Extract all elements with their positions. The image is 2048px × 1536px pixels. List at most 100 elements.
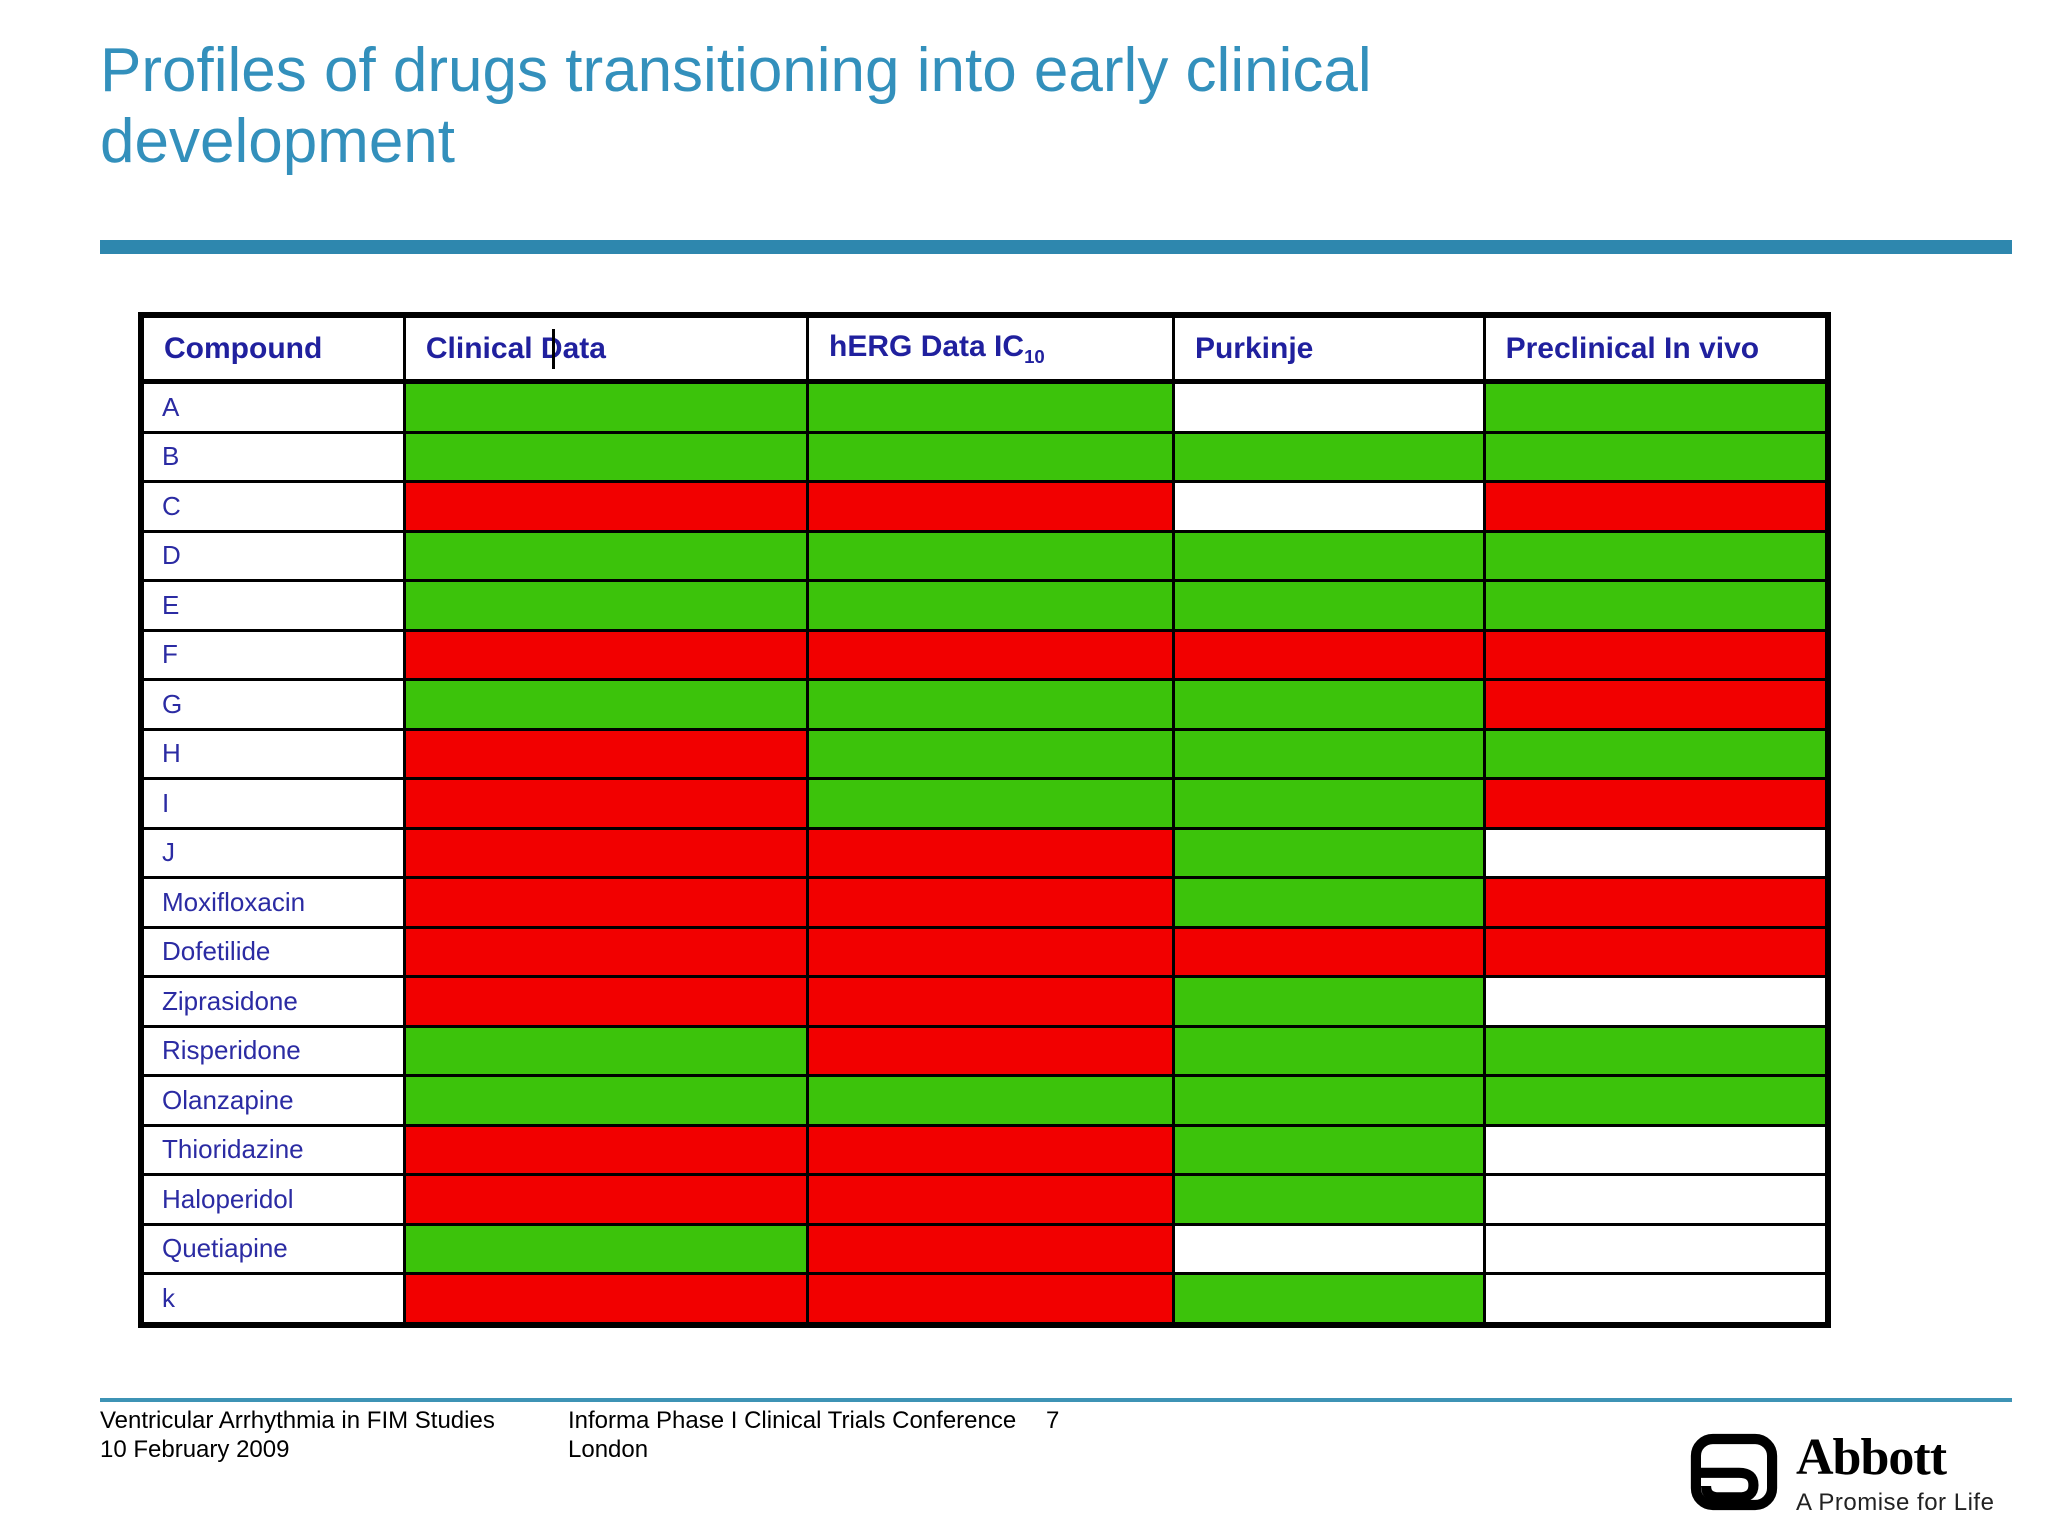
status-cell-herg bbox=[806, 777, 1175, 830]
status-cell-clinical-data bbox=[402, 579, 810, 632]
status-cell-purkinje bbox=[1171, 1074, 1486, 1127]
status-cell-herg bbox=[806, 1222, 1175, 1275]
status-cell-preclinical bbox=[1482, 380, 1830, 434]
status-cell-preclinical bbox=[1482, 777, 1830, 830]
status-cell-purkinje bbox=[1171, 727, 1486, 780]
compound-label: H bbox=[139, 727, 406, 780]
page-title-line1: Profiles of drugs transitioning into ear… bbox=[100, 36, 1372, 105]
compound-label: C bbox=[139, 480, 406, 533]
status-cell-clinical-data bbox=[402, 975, 810, 1028]
status-cell-herg bbox=[806, 678, 1175, 731]
table-row: I bbox=[139, 777, 1830, 830]
status-cell-purkinje bbox=[1171, 628, 1486, 681]
status-cell-preclinical bbox=[1482, 975, 1830, 1028]
table-row: Moxifloxacin bbox=[139, 876, 1830, 929]
status-cell-preclinical bbox=[1482, 678, 1830, 731]
table-row: Dofetilide bbox=[139, 925, 1830, 978]
page-number: 7 bbox=[1046, 1407, 1060, 1434]
table-row: k bbox=[139, 1272, 1830, 1326]
status-cell-purkinje bbox=[1171, 975, 1486, 1028]
status-cell-herg bbox=[806, 826, 1175, 879]
table-row: Thioridazine bbox=[139, 1123, 1830, 1176]
column-header-clinical-data: Clinical Data bbox=[402, 313, 810, 384]
compound-label: Risperidone bbox=[139, 1024, 406, 1077]
status-cell-purkinje bbox=[1171, 529, 1486, 582]
table-row: Haloperidol bbox=[139, 1173, 1830, 1226]
text-cursor bbox=[551, 329, 555, 369]
status-cell-herg bbox=[806, 876, 1175, 929]
status-cell-preclinical bbox=[1482, 826, 1830, 879]
compound-label: k bbox=[139, 1272, 406, 1326]
column-header-purkinje: Purkinje bbox=[1171, 313, 1486, 384]
column-header-preclinical: Preclinical In vivo bbox=[1482, 313, 1830, 384]
status-cell-herg bbox=[806, 480, 1175, 533]
status-cell-purkinje bbox=[1171, 579, 1486, 632]
status-cell-clinical-data bbox=[402, 529, 810, 582]
status-cell-preclinical bbox=[1482, 876, 1830, 929]
compound-label: Moxifloxacin bbox=[139, 876, 406, 929]
table-row: F bbox=[139, 628, 1830, 681]
status-cell-herg bbox=[806, 1024, 1175, 1077]
status-cell-clinical-data bbox=[402, 1024, 810, 1077]
compound-label: Olanzapine bbox=[139, 1074, 406, 1127]
status-cell-clinical-data bbox=[402, 380, 810, 434]
abbott-logo: Abbott A Promise for Life bbox=[1690, 1429, 1994, 1517]
status-cell-purkinje bbox=[1171, 876, 1486, 929]
status-cell-clinical-data bbox=[402, 678, 810, 731]
status-cell-preclinical bbox=[1482, 1074, 1830, 1127]
abbott-logo-name: Abbott bbox=[1796, 1429, 1947, 1486]
status-cell-clinical-data bbox=[402, 628, 810, 681]
status-cell-clinical-data bbox=[402, 727, 810, 780]
status-cell-preclinical bbox=[1482, 1024, 1830, 1077]
table-row: J bbox=[139, 826, 1830, 879]
status-cell-clinical-data bbox=[402, 430, 810, 483]
status-cell-herg bbox=[806, 628, 1175, 681]
status-cell-clinical-data bbox=[402, 1074, 810, 1127]
footer-date: 10 February 2009 bbox=[100, 1436, 290, 1463]
status-cell-herg bbox=[806, 1123, 1175, 1176]
status-cell-preclinical bbox=[1482, 430, 1830, 483]
status-cell-purkinje bbox=[1171, 1024, 1486, 1077]
status-cell-herg bbox=[806, 1173, 1175, 1226]
table-row: C bbox=[139, 480, 1830, 533]
status-cell-clinical-data bbox=[402, 925, 810, 978]
table-row: Olanzapine bbox=[139, 1074, 1830, 1127]
footer-divider bbox=[100, 1398, 2012, 1402]
status-cell-clinical-data bbox=[402, 1272, 810, 1326]
table-row: E bbox=[139, 579, 1830, 632]
status-cell-herg bbox=[806, 430, 1175, 483]
status-cell-clinical-data bbox=[402, 826, 810, 879]
column-header-herg: hERG Data IC10 bbox=[806, 313, 1175, 384]
status-cell-preclinical bbox=[1482, 1272, 1830, 1326]
status-cell-clinical-data bbox=[402, 480, 810, 533]
page-title-line2: development bbox=[100, 106, 456, 176]
footer-conference: Informa Phase I Clinical Trials Conferen… bbox=[568, 1407, 1017, 1434]
status-cell-purkinje bbox=[1171, 826, 1486, 879]
table-row: B bbox=[139, 430, 1830, 483]
column-header-compound: Compound bbox=[139, 313, 406, 384]
compound-label: Thioridazine bbox=[139, 1123, 406, 1176]
status-cell-purkinje bbox=[1171, 1222, 1486, 1275]
status-cell-herg bbox=[806, 925, 1175, 978]
footer-left: Ventricular Arrhythmia in FIM Studies 10… bbox=[100, 1406, 495, 1464]
compound-label: Quetiapine bbox=[139, 1222, 406, 1275]
status-cell-clinical-data bbox=[402, 1173, 810, 1226]
table-row: D bbox=[139, 529, 1830, 582]
table-row: H bbox=[139, 727, 1830, 780]
status-cell-purkinje bbox=[1171, 678, 1486, 731]
status-cell-purkinje bbox=[1171, 925, 1486, 978]
status-cell-clinical-data bbox=[402, 1222, 810, 1275]
status-cell-clinical-data bbox=[402, 777, 810, 830]
compound-table-body: A B C D E F G H I J Moxifloxacin Dofetilide Ziprasid… bbox=[139, 380, 1830, 1326]
status-cell-herg bbox=[806, 975, 1175, 1028]
table-row: Quetiapine bbox=[139, 1222, 1830, 1275]
compound-table: Compound Clinical Data hERG Data IC10 Pu… bbox=[138, 312, 1831, 1328]
status-cell-purkinje bbox=[1171, 1173, 1486, 1226]
status-cell-purkinje bbox=[1171, 1123, 1486, 1176]
status-cell-purkinje bbox=[1171, 777, 1486, 830]
title-accent-bar bbox=[100, 240, 2012, 254]
compound-label: E bbox=[139, 579, 406, 632]
compound-label: F bbox=[139, 628, 406, 681]
status-cell-herg bbox=[806, 727, 1175, 780]
